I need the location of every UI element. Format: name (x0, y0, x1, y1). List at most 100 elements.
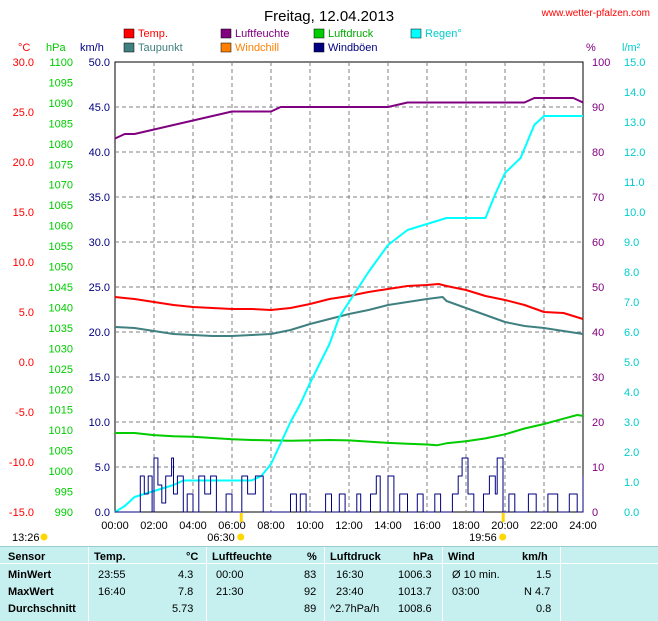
header-pressure: Luftdruck (330, 551, 381, 563)
pressure-axis-tick: 1065 (49, 200, 73, 212)
humidity-axis-tick: 50 (592, 282, 604, 294)
x-axis-tick: 02:00 (140, 520, 168, 532)
rain-axis-tick: 6.0 (624, 327, 639, 339)
rain-axis-tick: 2.0 (624, 447, 639, 459)
pressure-axis-tick: 1075 (49, 159, 73, 171)
pressure-axis-tick: 990 (55, 507, 73, 519)
wind-axis-unit: km/h (80, 42, 104, 54)
legend-label: Regen° (425, 28, 462, 40)
x-axis-tick: 10:00 (296, 520, 324, 532)
x-axis-tick: 18:00 (452, 520, 480, 532)
sunset-time: 19:56 (469, 532, 497, 544)
pressure-value: 1013.7 (398, 586, 432, 598)
legend-swatch (123, 28, 135, 39)
weather-chart: Freitag, 12.04.2013 www.wetter-pfalzen.co… (9, 8, 650, 544)
legend-swatch (220, 42, 232, 53)
sunrise-marker (237, 533, 245, 541)
pressure-value: 1006.3 (398, 569, 432, 581)
rain-axis-tick: 0.0 (624, 507, 639, 519)
rain-axis-tick: 14.0 (624, 87, 645, 99)
wind-value: 1.5 (536, 569, 552, 581)
pressure-axis-tick: 1015 (49, 405, 73, 417)
legend-label: Windchill (235, 42, 279, 54)
header-wind: Wind (448, 551, 475, 563)
wind-axis-tick: 45.0 (89, 102, 110, 114)
rain-axis-tick: 8.0 (624, 267, 639, 279)
legend-label: Taupunkt (138, 42, 183, 54)
wind-axis-tick: 20.0 (89, 327, 110, 339)
legend-label: Luftdruck (328, 28, 374, 40)
humidity-axis-tick: 40 (592, 327, 604, 339)
x-axis-tick: 22:00 (530, 520, 558, 532)
pressure-axis-tick: 1040 (49, 302, 73, 314)
rain-axis-tick: 13.0 (624, 117, 645, 129)
x-axis-tick: 12:00 (335, 520, 363, 532)
pressure-axis-tick: 1080 (49, 139, 73, 151)
sunrise-time: 06:30 (207, 532, 235, 544)
wind-value: 0.8 (536, 603, 552, 615)
temp-axis-tick: -5.0 (15, 407, 34, 419)
header-wind-unit: km/h (522, 551, 548, 563)
header-sensor: Sensor (8, 551, 46, 563)
pressure-axis-tick: 1100 (49, 57, 73, 69)
humidity-value: 83 (304, 569, 317, 581)
pressure-axis-tick: 1095 (49, 77, 73, 89)
x-axis-tick: 06:00 (218, 520, 246, 532)
temp-time: 16:40 (98, 586, 126, 598)
rain-axis-tick: 5.0 (624, 357, 639, 369)
pressure-time: 16:30 (336, 569, 364, 581)
pressure-axis-tick: 1090 (49, 98, 73, 110)
legend-label: Temp. (138, 28, 168, 40)
legend-swatch (410, 28, 422, 39)
chart-title: Freitag, 12.04.2013 (264, 8, 394, 25)
legend-swatch (313, 42, 325, 53)
stats-table: Sensor Temp. °C Luftfeuchte % Luftdruck … (0, 546, 658, 621)
wind-axis-tick: 5.0 (95, 462, 110, 474)
series-line (114, 296, 584, 337)
pressure-axis-tick: 1030 (49, 343, 73, 355)
wind-value: N 4.7 (524, 586, 551, 598)
sunrise-bar (239, 513, 243, 522)
legend-label: Windböen (328, 42, 378, 54)
pressure-axis-tick: 995 (55, 487, 73, 499)
rain-axis-tick: 1.0 (624, 477, 639, 489)
temp-axis-tick: 25.0 (13, 107, 34, 119)
temp-axis-tick: 15.0 (13, 207, 34, 219)
temp-axis-tick: 20.0 (13, 157, 34, 169)
temp-axis-tick: 30.0 (13, 57, 34, 69)
header-temp-unit: °C (186, 551, 199, 563)
temp-axis-tick: -15.0 (9, 507, 34, 519)
humidity-time: 21:30 (216, 586, 244, 598)
legend-swatch (220, 28, 232, 39)
sunset-bar (501, 513, 505, 522)
x-axis-tick: 04:00 (179, 520, 207, 532)
wind-axis-tick: 15.0 (89, 372, 110, 384)
legend-swatch (123, 42, 135, 53)
humidity-axis-tick: 80 (592, 147, 604, 159)
pressure-axis-tick: 1035 (49, 323, 73, 335)
x-axis-tick: 14:00 (374, 520, 402, 532)
pressure-axis-tick: 1085 (49, 118, 73, 130)
temp-axis-tick: 10.0 (13, 257, 34, 269)
pressure-axis-tick: 1070 (49, 180, 73, 192)
humidity-axis-tick: 90 (592, 102, 604, 114)
temp-value: 4.3 (178, 569, 194, 581)
humidity-axis-tick: 30 (592, 372, 604, 384)
series-line (115, 414, 584, 447)
temp-value: 5.73 (172, 603, 194, 615)
humidity-time: 00:00 (216, 569, 244, 581)
series-line (114, 97, 584, 140)
pressure-axis-tick: 1005 (49, 446, 73, 458)
humidity-axis-tick: 60 (592, 237, 604, 249)
humidity-axis-unit: % (586, 42, 596, 54)
rain-axis-tick: 11.0 (624, 177, 645, 189)
moon-marker (40, 533, 48, 541)
pressure-axis-tick: 1025 (49, 364, 73, 376)
temp-value: 7.8 (178, 586, 194, 598)
header-humidity: Luftfeuchte (212, 551, 272, 563)
humidity-value: 92 (304, 586, 317, 598)
rain-axis-tick: 4.0 (624, 387, 639, 399)
header-pressure-unit: hPa (413, 551, 434, 563)
header-humidity-unit: % (307, 551, 317, 563)
humidity-axis-tick: 70 (592, 192, 604, 204)
